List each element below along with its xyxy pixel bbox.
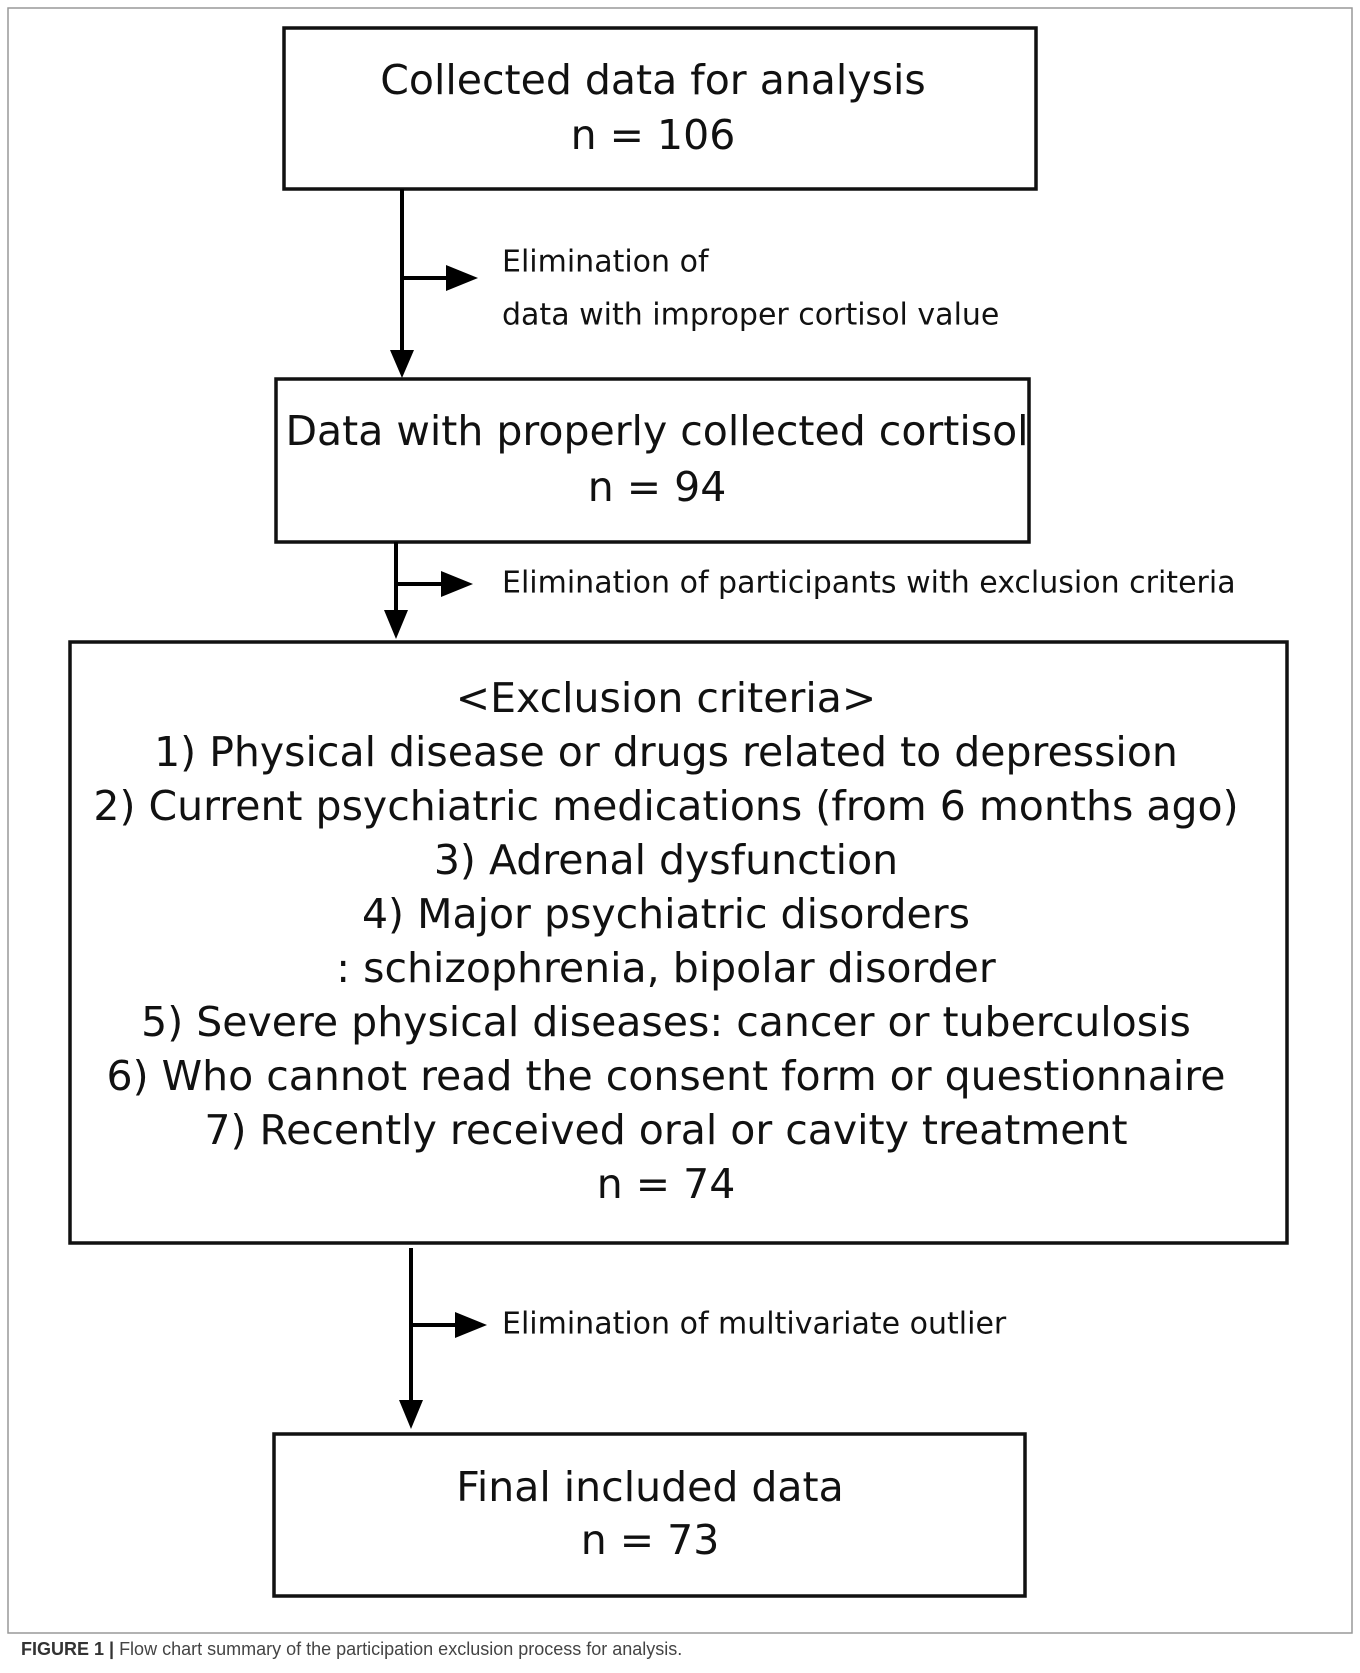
arrowhead bbox=[399, 1400, 423, 1429]
arrowhead bbox=[455, 1312, 487, 1338]
node-text: Final included data bbox=[456, 1463, 843, 1511]
node-text: 1) Physical disease or drugs related to … bbox=[154, 728, 1178, 776]
node-text: <Exclusion criteria> bbox=[456, 674, 876, 722]
caption-label: FIGURE 1 | bbox=[21, 1639, 114, 1659]
node-box bbox=[274, 377, 1031, 544]
caption: FIGURE 1 | Flow chart summary of the par… bbox=[21, 1639, 682, 1659]
node-text: 5) Severe physical diseases: cancer or t… bbox=[141, 998, 1191, 1046]
edge-label: Elimination of participants with exclusi… bbox=[502, 566, 1236, 601]
node-text: 4) Major psychiatric disorders bbox=[362, 890, 970, 938]
node-text: n = 94 bbox=[588, 463, 727, 511]
arrowhead bbox=[446, 265, 478, 291]
node-text: Collected data for analysis bbox=[380, 56, 925, 104]
arrowhead bbox=[390, 350, 414, 378]
node-text: 7) Recently received oral or cavity trea… bbox=[204, 1106, 1127, 1154]
edge-label: Elimination of multivariate outlier bbox=[502, 1307, 1007, 1342]
node-box bbox=[282, 26, 1038, 191]
node-text: n = 106 bbox=[571, 111, 736, 159]
arrowhead bbox=[384, 610, 408, 639]
arrowhead bbox=[441, 571, 473, 597]
node-text: : schizophrenia, bipolar disorder bbox=[336, 944, 996, 992]
node-text: 6) Who cannot read the consent form or q… bbox=[107, 1052, 1226, 1100]
criteria-text: <Exclusion criteria> 1) Physical disease … bbox=[93, 674, 1238, 1208]
edge-label: Elimination of bbox=[502, 245, 710, 280]
node-text: n = 74 bbox=[597, 1160, 736, 1208]
node-text: 2) Current psychiatric medications (from… bbox=[93, 782, 1238, 830]
node-text: Data with properly collected cortisol bbox=[285, 407, 1028, 455]
figure-frame bbox=[7, 7, 1353, 1634]
node-text: 3) Adrenal dysfunction bbox=[434, 836, 898, 884]
node-box bbox=[272, 1432, 1027, 1598]
node-box bbox=[68, 640, 1289, 1245]
edge-label: data with improper cortisol value bbox=[502, 298, 999, 333]
caption-text: Flow chart summary of the participation … bbox=[114, 1639, 682, 1659]
node-text: n = 73 bbox=[581, 1516, 720, 1564]
